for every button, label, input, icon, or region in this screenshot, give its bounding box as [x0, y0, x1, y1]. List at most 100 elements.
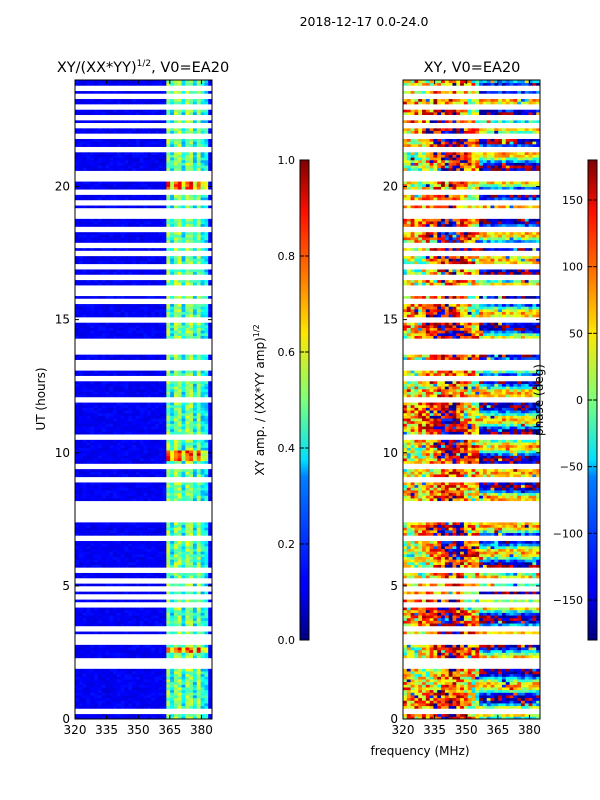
amplitude-cell — [147, 577, 152, 581]
amplitude-cell — [143, 521, 148, 526]
amplitude-cell — [113, 391, 118, 395]
amplitude-cell — [181, 532, 186, 536]
amplitude-cell — [181, 458, 186, 462]
amplitude-cell — [151, 458, 156, 462]
amplitude-cell — [128, 431, 133, 435]
amplitude-cell — [116, 700, 122, 704]
amplitude-cell — [154, 399, 160, 403]
amplitude-cell — [208, 506, 212, 510]
amplitude-cell — [208, 468, 212, 472]
amplitude-cell — [128, 410, 133, 414]
amplitude-cell — [166, 553, 171, 557]
amplitude-cell — [86, 452, 91, 456]
amplitude-cell — [185, 442, 190, 446]
amplitude-cell — [101, 639, 106, 643]
amplitude-cell — [75, 460, 80, 464]
amplitude-cell — [135, 663, 141, 667]
amplitude-cell — [181, 431, 186, 435]
amplitude-cell — [158, 532, 163, 536]
amplitude-cell — [162, 623, 167, 627]
amplitude-cell — [105, 479, 110, 483]
amplitude-cell — [208, 423, 212, 427]
amplitude-cell — [105, 553, 110, 557]
amplitude-cell — [109, 689, 114, 693]
amplitude-cell — [139, 471, 144, 475]
amplitude-cell — [139, 420, 144, 424]
amplitude-cell — [162, 628, 167, 632]
amplitude-cell — [173, 711, 179, 715]
amplitude-cell — [177, 692, 182, 696]
amplitude-cell — [166, 402, 171, 406]
amplitude-cell — [189, 687, 194, 691]
amplitude-cell — [181, 567, 186, 571]
amplitude-cell — [158, 668, 163, 672]
amplitude-cell — [109, 537, 114, 542]
amplitude-cell — [170, 450, 175, 454]
amplitude-cell — [158, 428, 163, 432]
amplitude-cell — [185, 663, 190, 667]
amplitude-cell — [196, 458, 201, 462]
amplitude-cell — [132, 548, 137, 552]
amplitude-cell — [139, 513, 144, 518]
amplitude-cell — [147, 375, 152, 379]
amplitude-cell — [162, 695, 167, 699]
amplitude-cell — [97, 407, 103, 411]
amplitude-cell — [113, 356, 118, 360]
amplitude-cell — [75, 657, 80, 661]
amplitude-cell — [204, 633, 209, 637]
amplitude-cell — [170, 418, 175, 422]
amplitude-cell — [82, 506, 87, 510]
amplitude-cell — [128, 607, 133, 611]
amplitude-cell — [173, 508, 179, 512]
amplitude-cell — [181, 423, 186, 427]
amplitude-cell — [185, 681, 190, 685]
amplitude-cell — [116, 668, 122, 672]
amplitude-cell — [124, 415, 129, 419]
amplitude-cell — [177, 631, 182, 635]
amplitude-cell — [185, 503, 190, 507]
amplitude-cell — [124, 444, 129, 448]
amplitude-cell — [78, 540, 84, 544]
amplitude-cell — [109, 708, 114, 712]
amplitude-cell — [143, 633, 148, 637]
amplitude-cell — [185, 487, 190, 491]
amplitude-cell — [116, 588, 122, 592]
amplitude-cell — [154, 407, 160, 411]
amplitude-cell — [97, 527, 103, 531]
amplitude-cell — [192, 617, 198, 621]
amplitude-cell — [94, 596, 99, 600]
amplitude-cell — [170, 577, 175, 581]
amplitude-cell — [94, 391, 99, 395]
amplitude-cell — [124, 711, 129, 715]
amplitude-cell — [128, 609, 133, 613]
amplitude-cell — [189, 383, 194, 387]
amplitude-cell — [154, 705, 160, 709]
amplitude-cell — [113, 561, 118, 565]
amplitude-cell — [90, 506, 95, 510]
amplitude-cell — [120, 529, 125, 534]
amplitude-cell — [139, 412, 144, 416]
amplitude-cell — [78, 452, 84, 456]
amplitude-cell — [135, 527, 141, 531]
amplitude-cell — [158, 625, 163, 629]
amplitude-cell — [101, 583, 106, 587]
amplitude-cell — [75, 580, 80, 584]
amplitude-cell — [86, 420, 91, 424]
amplitude-cell — [158, 348, 163, 352]
amplitude-cell — [204, 628, 209, 632]
amplitude-cell — [177, 636, 182, 640]
amplitude-cell — [196, 351, 201, 355]
amplitude-cell — [75, 495, 80, 499]
amplitude-cell — [166, 708, 171, 712]
amplitude-cell — [97, 428, 103, 432]
amplitude-cell — [204, 524, 209, 528]
amplitude-cell — [113, 359, 118, 363]
amplitude-cell — [170, 407, 175, 411]
amplitude-cell — [120, 588, 125, 592]
amplitude-cell — [154, 588, 160, 592]
amplitude-cell — [124, 617, 129, 621]
amplitude-cell — [82, 521, 87, 526]
amplitude-cell — [97, 620, 103, 624]
amplitude-cell — [143, 599, 148, 603]
amplitude-cell — [132, 633, 137, 637]
